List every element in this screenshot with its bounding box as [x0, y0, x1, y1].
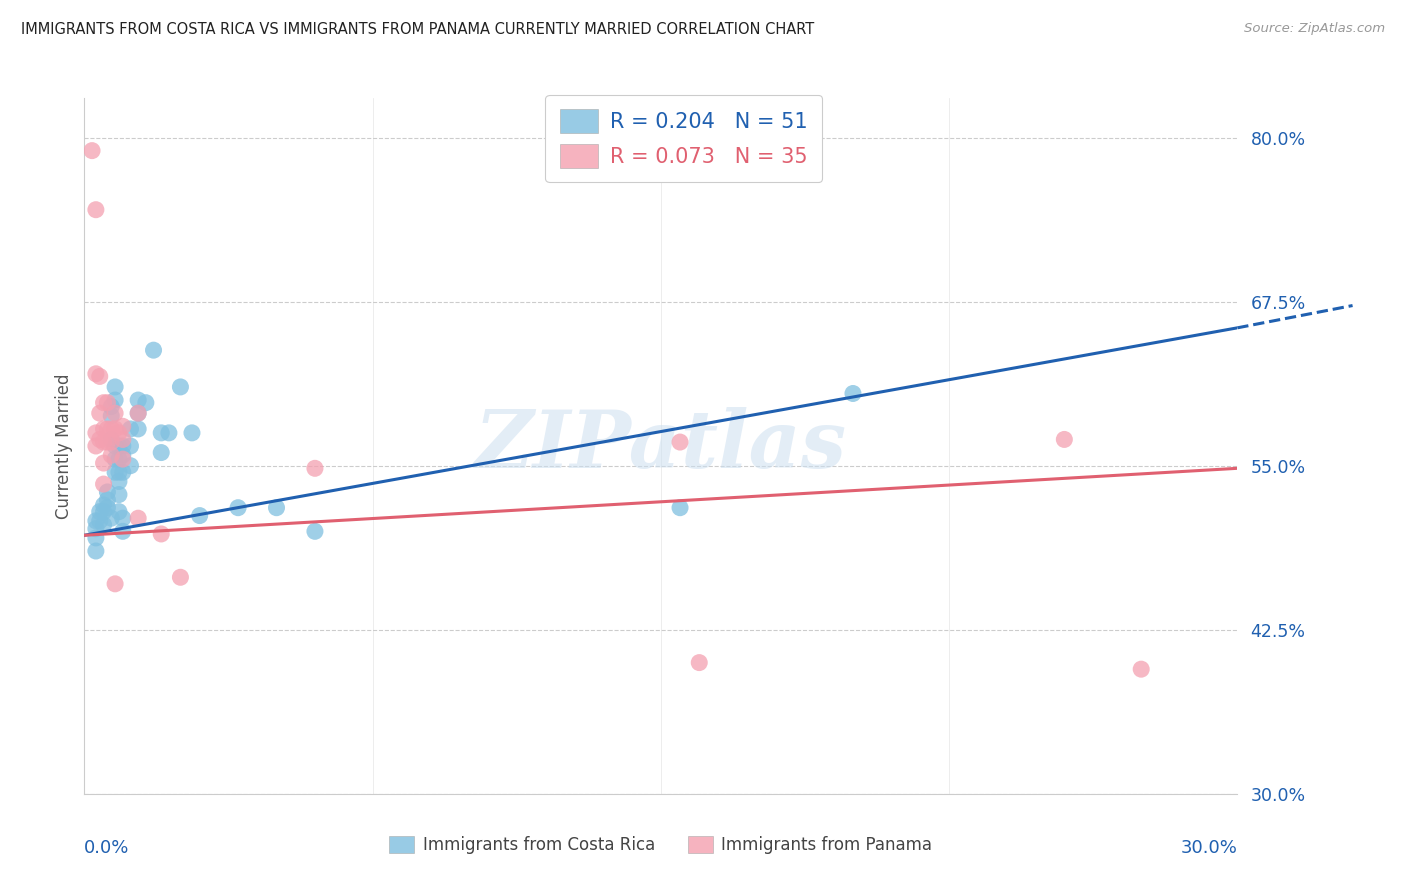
Point: [842, 386, 865, 401]
Y-axis label: Currently Married: Currently Married: [55, 373, 73, 519]
Text: IMMIGRANTS FROM COSTA RICA VS IMMIGRANTS FROM PANAMA CURRENTLY MARRIED CORRELATI: IMMIGRANTS FROM COSTA RICA VS IMMIGRANTS…: [21, 22, 814, 37]
Point: [100, 448, 122, 462]
Point: [157, 425, 180, 440]
Point: [89, 369, 111, 384]
Point: [111, 419, 134, 434]
Point: [104, 439, 127, 453]
Point: [84, 544, 107, 558]
Point: [93, 395, 115, 409]
Point: [84, 522, 107, 536]
Point: [89, 406, 111, 420]
Point: [1053, 433, 1076, 447]
Point: [111, 465, 134, 479]
Point: [84, 531, 107, 545]
Point: [135, 395, 157, 409]
Point: [93, 498, 115, 512]
Point: [93, 517, 115, 532]
Point: [108, 452, 131, 467]
Point: [84, 439, 107, 453]
Point: [104, 465, 127, 479]
Point: [93, 477, 115, 491]
Point: [96, 395, 118, 409]
Point: [89, 505, 111, 519]
Text: Source: ZipAtlas.com: Source: ZipAtlas.com: [1244, 22, 1385, 36]
Point: [80, 144, 103, 158]
Point: [96, 485, 118, 500]
Point: [127, 406, 149, 420]
Point: [89, 433, 111, 447]
Point: [150, 445, 173, 459]
Point: [108, 465, 131, 479]
Point: [226, 500, 249, 515]
Point: [93, 435, 115, 450]
Point: [120, 458, 142, 473]
Point: [93, 505, 115, 519]
Legend: Immigrants from Costa Rica, Immigrants from Panama: Immigrants from Costa Rica, Immigrants f…: [381, 827, 941, 862]
Point: [104, 422, 127, 436]
Text: 0.0%: 0.0%: [84, 839, 129, 857]
Point: [96, 422, 118, 436]
Text: 30.0%: 30.0%: [1181, 839, 1237, 857]
Point: [84, 425, 107, 440]
Point: [120, 422, 142, 436]
Point: [111, 511, 134, 525]
Point: [111, 524, 134, 539]
Point: [150, 425, 173, 440]
Point: [169, 380, 191, 394]
Text: ZIPatlas: ZIPatlas: [475, 408, 846, 484]
Point: [127, 422, 149, 436]
Point: [127, 406, 149, 420]
Point: [142, 343, 165, 358]
Point: [84, 367, 107, 381]
Point: [111, 448, 134, 462]
Point: [108, 475, 131, 489]
Point: [1130, 662, 1153, 676]
Point: [93, 456, 115, 470]
Point: [111, 452, 134, 467]
Point: [108, 425, 131, 440]
Point: [93, 422, 115, 436]
Point: [108, 487, 131, 501]
Point: [100, 409, 122, 423]
Point: [104, 392, 127, 407]
Point: [84, 202, 107, 217]
Point: [89, 514, 111, 528]
Point: [169, 570, 191, 584]
Point: [104, 380, 127, 394]
Point: [100, 422, 122, 436]
Point: [100, 435, 122, 450]
Point: [150, 527, 173, 541]
Point: [96, 492, 118, 507]
Point: [100, 511, 122, 525]
Point: [304, 461, 326, 475]
Point: [127, 511, 149, 525]
Point: [96, 500, 118, 515]
Point: [100, 400, 122, 414]
Point: [104, 577, 127, 591]
Point: [104, 406, 127, 420]
Point: [188, 508, 211, 523]
Point: [111, 433, 134, 447]
Point: [669, 500, 692, 515]
Point: [108, 439, 131, 453]
Point: [108, 505, 131, 519]
Point: [688, 656, 710, 670]
Point: [669, 435, 692, 450]
Point: [266, 500, 288, 515]
Point: [100, 433, 122, 447]
Point: [96, 435, 118, 450]
Point: [104, 452, 127, 467]
Point: [84, 514, 107, 528]
Point: [127, 392, 149, 407]
Point: [120, 439, 142, 453]
Point: [304, 524, 326, 539]
Point: [111, 439, 134, 453]
Point: [181, 425, 204, 440]
